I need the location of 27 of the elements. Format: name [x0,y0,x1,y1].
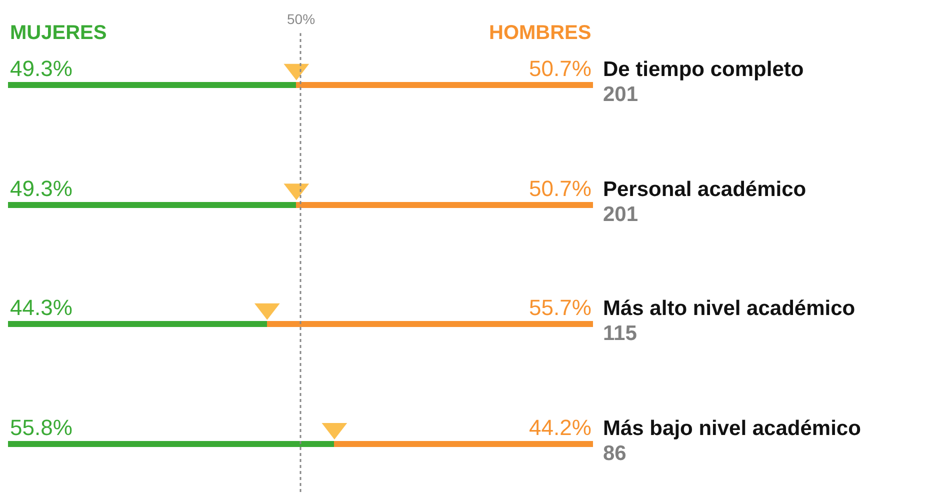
text: 86 [603,442,626,465]
series-label: HOMBRES [489,22,592,44]
data-label: 50.7% [529,176,592,201]
data-label: 44.2% [529,415,592,440]
bar [296,82,593,88]
data-label: 55.8% [10,415,72,440]
text: 201 [603,83,638,106]
bar [267,321,593,327]
data-label: 49.3% [10,56,72,81]
bar [8,321,267,327]
data-label: 49.3% [10,176,72,201]
data-label: 44.3% [10,295,72,320]
ref-line-label: 50% [287,11,316,27]
series-label: MUJERES [10,22,107,44]
bar [334,441,593,447]
bar [8,441,334,447]
y-tick-label: Personal académico [603,178,806,201]
text: 201 [603,203,638,226]
bar [8,202,296,208]
y-tick-label: Más alto nivel académico [603,297,856,320]
text: 115 [603,322,638,345]
bar [296,202,593,208]
data-label: 55.7% [529,295,592,320]
bar [8,82,296,88]
y-tick-label: Más bajo nivel académico [603,417,861,440]
y-tick-label: De tiempo completo [603,58,804,81]
data-label: 50.7% [529,56,592,81]
